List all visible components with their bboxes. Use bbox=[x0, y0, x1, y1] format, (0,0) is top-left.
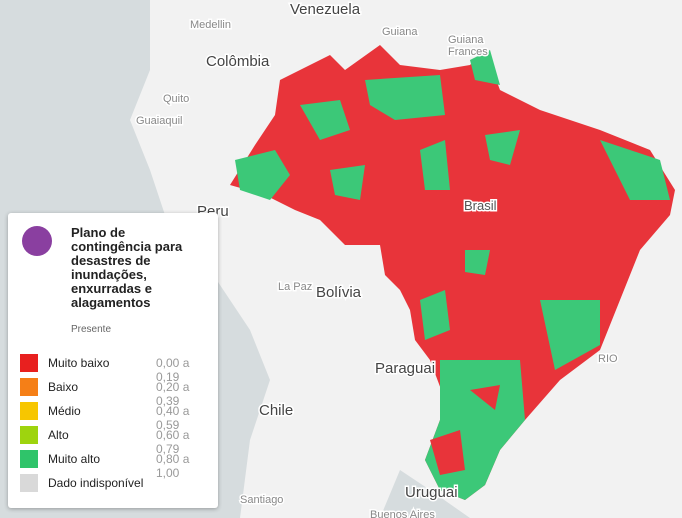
legend-swatch bbox=[20, 450, 38, 468]
legend-title: Plano de contingência para desastres de … bbox=[71, 225, 183, 310]
legend-item: Dado indisponível bbox=[20, 474, 210, 492]
map-label: Guiana bbox=[448, 34, 484, 46]
legend-subtitle: Presente bbox=[71, 324, 112, 335]
legend-label: Dado indisponível bbox=[48, 476, 144, 490]
legend-label: Alto bbox=[48, 428, 69, 442]
legend-item: Baixo 0,20 a 0,39 bbox=[20, 378, 210, 408]
legend-label: Médio bbox=[48, 404, 81, 418]
map-label: Guaiaquil bbox=[136, 115, 182, 127]
map-label: Quito bbox=[163, 93, 189, 105]
legend-range: 0,80 a 1,00 bbox=[156, 452, 190, 480]
legend-range: 0,20 a 0,39 bbox=[156, 380, 190, 408]
map-label: Bolívia bbox=[316, 284, 362, 301]
map-label: Venezuela bbox=[290, 1, 361, 18]
legend-item: Alto 0,60 a 0,79 bbox=[20, 426, 210, 456]
map-label: Medellin bbox=[190, 19, 231, 31]
legend-range: 0,60 a 0,79 bbox=[156, 428, 190, 456]
brazil-region bbox=[230, 45, 675, 500]
map-label: Santiago bbox=[240, 494, 283, 506]
legend-label: Baixo bbox=[48, 380, 79, 394]
legend-swatch bbox=[20, 474, 38, 492]
legend-item: Muito baixo 0,00 a 0,19 bbox=[20, 354, 210, 384]
legend-icon bbox=[22, 226, 52, 256]
legend-swatch bbox=[20, 378, 38, 396]
legend-item: Médio 0,40 a 0,59 bbox=[20, 402, 210, 432]
map-label: Paraguai bbox=[375, 360, 435, 377]
map-label: Chile bbox=[259, 402, 293, 419]
map-label: Guiana bbox=[382, 26, 418, 38]
map-label: Buenos Aires bbox=[370, 509, 435, 518]
map-label: Frances bbox=[448, 46, 488, 58]
legend-range: 0,00 a 0,19 bbox=[156, 356, 190, 384]
legend-range: 0,40 a 0,59 bbox=[156, 404, 190, 432]
map-label: Colômbia bbox=[206, 53, 270, 70]
legend-swatch bbox=[20, 402, 38, 420]
legend-label: Muito alto bbox=[48, 452, 101, 466]
legend: Plano de contingência para desastres de … bbox=[8, 213, 218, 508]
legend-swatch bbox=[20, 354, 38, 372]
map-label: Uruguai bbox=[405, 484, 458, 501]
map-label: Brasil bbox=[464, 198, 497, 213]
legend-swatch bbox=[20, 426, 38, 444]
red-patches bbox=[430, 385, 500, 475]
map-label: La Paz bbox=[278, 281, 312, 293]
green-patches bbox=[235, 50, 670, 500]
legend-label: Muito baixo bbox=[48, 356, 110, 370]
legend-item: Muito alto 0,80 a 1,00 bbox=[20, 450, 210, 480]
map-label: RIO bbox=[598, 353, 618, 365]
